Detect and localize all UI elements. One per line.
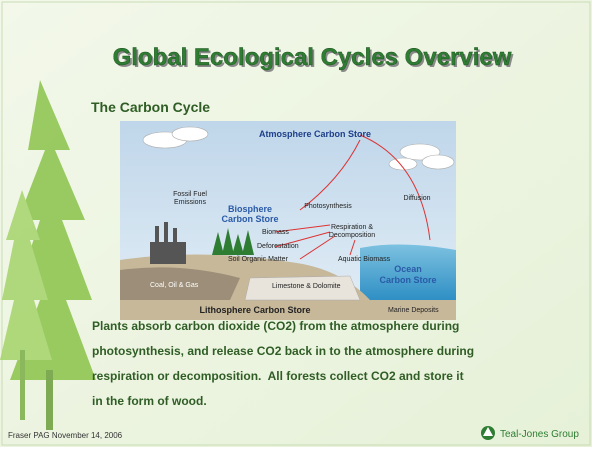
title: Global Ecological Cycles Overview: [113, 44, 512, 71]
diagram-label: Soil Organic Matter: [228, 256, 289, 263]
diagram-label: Atmosphere Carbon Store: [259, 129, 371, 139]
diagram-label: Carbon Store: [221, 214, 278, 224]
diagram-label: Deforestation: [257, 243, 299, 250]
diagram-label: Respiration &: [331, 224, 373, 231]
diagram-label: Aquatic Biomass: [338, 256, 391, 263]
body-line: respiration or decomposition. All forest…: [92, 369, 464, 383]
diagram-label: Lithosphere Carbon Store: [199, 305, 310, 315]
logo-text: Teal-Jones Group: [500, 429, 579, 440]
diagram-label: Coal, Oil & Gas: [150, 282, 199, 289]
diagram-label: Biomass: [262, 229, 289, 236]
diagram-label: Fossil Fuel: [173, 191, 207, 198]
diagram-label: Carbon Store: [379, 275, 436, 285]
diagram-label: Photosynthesis: [304, 203, 352, 210]
diagram-label: Diffusion: [403, 195, 430, 202]
diagram-label: Ocean: [394, 264, 422, 274]
diagram-label: Limestone & Dolomite: [272, 283, 341, 290]
body: Global Ecological Cycles Overview Global…: [0, 0, 592, 447]
page: Slide {"slide": { "title": "Global Ecolo…: [0, 0, 592, 447]
body-line: photosynthesis, and release CO2 back in …: [92, 344, 474, 358]
slide: Global Ecological Cycles Overview Global…: [0, 0, 592, 447]
subtitle: The Carbon Cycle: [91, 99, 210, 115]
footer: Fraser PAG November 14, 2006: [8, 431, 123, 440]
diagram-label: Marine Deposits: [388, 307, 439, 314]
body-line: Plants absorb carbon dioxide (CO2) from …: [92, 319, 459, 333]
diagram-label: Emissions: [174, 199, 206, 206]
body-line: in the form of wood.: [92, 394, 207, 408]
carbon-cycle-diagram: Atmosphere Carbon Store Fossil Fuel Emis…: [120, 121, 456, 320]
diagram-label: Decomposition: [329, 232, 375, 239]
diagram-label: Biosphere: [228, 204, 272, 214]
